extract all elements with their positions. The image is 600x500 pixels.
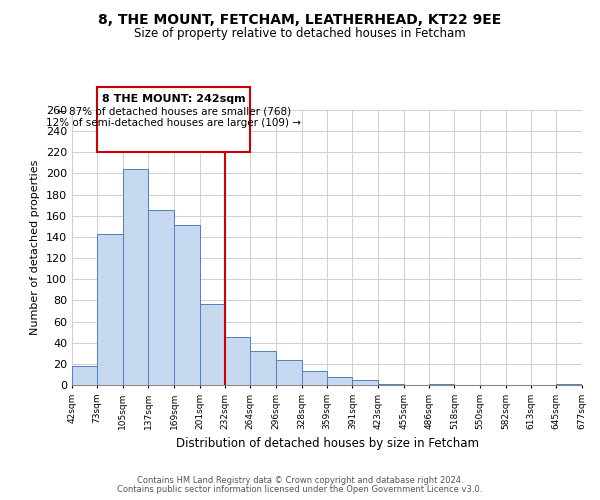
Bar [122,169,148,385]
Bar [224,338,250,385]
Bar [97,234,122,385]
Y-axis label: Number of detached properties: Number of detached properties [31,160,40,335]
Bar [174,226,200,385]
Bar [302,371,326,385]
X-axis label: Distribution of detached houses by size in Fetcham: Distribution of detached houses by size … [176,438,479,450]
Bar [72,366,97,385]
Bar [352,380,378,385]
Text: Size of property relative to detached houses in Fetcham: Size of property relative to detached ho… [134,28,466,40]
Bar [148,210,174,385]
Text: 8 THE MOUNT: 242sqm: 8 THE MOUNT: 242sqm [102,94,245,104]
Text: Contains public sector information licensed under the Open Government Licence v3: Contains public sector information licen… [118,485,482,494]
Bar [378,384,404,385]
Bar [250,351,276,385]
Bar [428,384,454,385]
Text: 12% of semi-detached houses are larger (109) →: 12% of semi-detached houses are larger (… [46,118,301,128]
Bar [276,360,302,385]
Bar [556,384,582,385]
Bar [326,376,352,385]
Text: Contains HM Land Registry data © Crown copyright and database right 2024.: Contains HM Land Registry data © Crown c… [137,476,463,485]
Text: ← 87% of detached houses are smaller (768): ← 87% of detached houses are smaller (76… [56,106,290,117]
Text: 8, THE MOUNT, FETCHAM, LEATHERHEAD, KT22 9EE: 8, THE MOUNT, FETCHAM, LEATHERHEAD, KT22… [98,12,502,26]
Bar [200,304,224,385]
